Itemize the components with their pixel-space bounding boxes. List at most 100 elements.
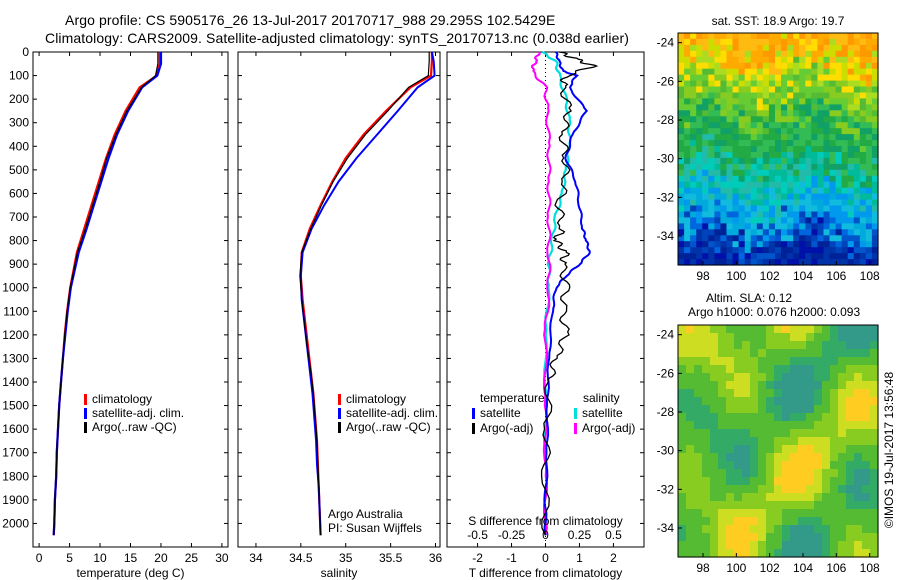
altimetry-sla-map-cell [710, 413, 719, 422]
satellite-sst-map-cell [859, 38, 867, 46]
satellite-sst-map-cell [823, 235, 831, 242]
satellite-sst-map-cell [738, 74, 746, 82]
satellite-sst-map-cell [762, 98, 770, 105]
satellite-sst-map-cell [696, 193, 703, 201]
altimetry-sla-map-cell [734, 397, 743, 406]
satellite-sst-map-cell [690, 74, 697, 82]
satellite-sst-map-cell [793, 247, 800, 254]
satellite-sst-map-cell [871, 217, 879, 224]
satellite-sst-map-cell [805, 44, 812, 52]
altimetry-sla-map-cell [694, 461, 703, 470]
altimetry-sla-map-cell [870, 405, 879, 414]
satellite-sst-map-cell [732, 193, 740, 201]
satellite-sst-map-cell [732, 235, 740, 242]
satellite-sst-map-cell [853, 140, 861, 147]
satellite-sst-map-cell [865, 128, 873, 135]
altimetry-sla-map-cell [774, 341, 783, 350]
altimetry-sla-map-cell [846, 485, 855, 494]
altimetry-sla-map-cell [806, 461, 815, 470]
satellite-sst-map-cell [793, 253, 800, 260]
altimetry-sla-map-cell [806, 469, 815, 478]
satellite-sst-map-cell [823, 116, 831, 123]
altimetry-sla-map-cell [718, 373, 727, 382]
altimetry-sla-map-cell [766, 477, 775, 486]
altimetry-sla-map-cell [782, 477, 791, 486]
satellite-sst-map-cell [793, 44, 800, 52]
altimetry-sla-map-cell [790, 437, 799, 446]
satellite-sst-map-cell [684, 68, 691, 76]
satellite-sst-map-cell [847, 211, 855, 218]
altimetry-sla-map-cell [766, 373, 775, 382]
satellite-sst-map-cell [871, 157, 879, 165]
temperature-axes-box [32, 51, 229, 548]
satellite-sst-map-cell [829, 146, 837, 153]
satellite-sst-map-cell [750, 169, 758, 177]
altimetry-sla-map-cell [782, 445, 791, 454]
satellite-sst-map-cell [799, 38, 806, 46]
altimetry-sla-map-cell [822, 501, 831, 510]
satellite-sst-map-cell [871, 134, 879, 141]
satellite-sst-map-cell [756, 229, 764, 236]
ytick-label: 900 [9, 257, 29, 271]
satellite-sst-map-cell [702, 217, 709, 224]
satellite-sst-map-cell [702, 223, 709, 230]
satellite-sst-map-cell [787, 33, 794, 40]
altimetry-sla-map-cell [806, 325, 815, 334]
satellite-sst-map-cell [768, 199, 776, 207]
satellite-sst-map-cell [720, 80, 728, 88]
satellite-sst-map-cell [744, 199, 752, 207]
altimetry-sla-map-ytick-label: -24 [657, 328, 675, 342]
satellite-sst-map-cell [847, 163, 855, 171]
altimetry-sla-map-cell [726, 333, 735, 342]
satellite-sst-map-cell [684, 134, 691, 141]
satellite-sst-map-cell [708, 259, 715, 266]
altimetry-sla-map-cell [686, 373, 695, 382]
satellite-sst-map-cell [762, 110, 770, 117]
salinity-series-satellite-adj-clim- [299, 51, 436, 536]
satellite-sst-map-cell [750, 199, 758, 207]
satellite-sst-map-cell [684, 181, 691, 189]
satellite-sst-map-cell [696, 169, 703, 177]
satellite-sst-map-cell [750, 92, 758, 99]
satellite-sst-map-cell [811, 205, 818, 212]
altimetry-sla-map-cell [790, 421, 799, 430]
satellite-sst-map-cell [714, 50, 722, 58]
satellite-sst-map-cell [690, 223, 697, 230]
satellite-sst-map-cell [678, 104, 685, 111]
satellite-sst-map-cell [859, 152, 867, 159]
satellite-sst-map-cell [829, 217, 837, 224]
satellite-sst-map-cell [829, 92, 837, 99]
satellite-sst-map-cell [690, 211, 697, 218]
difference-legend-header-temperature: temperature [480, 391, 545, 405]
ytick-label: 800 [9, 234, 29, 248]
satellite-sst-map-cell [714, 104, 722, 111]
satellite-sst-map-cell [708, 193, 715, 201]
satellite-sst-map-cell [865, 157, 873, 165]
satellite-sst-map-cell [762, 38, 770, 46]
satellite-sst-map-cell [678, 68, 685, 76]
satellite-sst-map-cell [714, 217, 722, 224]
satellite-sst-map-cell [859, 229, 867, 236]
satellite-sst-map-cell [714, 146, 722, 153]
altimetry-sla-map-cell [702, 389, 711, 398]
satellite-sst-map-cell [708, 38, 715, 46]
satellite-sst-map-cell [823, 175, 831, 183]
credit-text: Argo Australia [328, 507, 403, 521]
satellite-sst-map-cell [829, 56, 837, 64]
altimetry-sla-map-cell [798, 549, 807, 558]
satellite-sst-map-cell [835, 259, 843, 266]
altimetry-sla-map-cell [758, 373, 767, 382]
altimetry-sla-map-cell [678, 397, 687, 406]
satellite-sst-map-cell [708, 44, 715, 52]
altimetry-sla-map-cell [710, 461, 719, 470]
altimetry-sla-map-cell [694, 341, 703, 350]
satellite-sst-map-cell [768, 175, 776, 183]
altimetry-sla-map-cell [758, 421, 767, 430]
satellite-sst-map-cell [853, 92, 861, 99]
satellite-sst-map-cell [823, 128, 831, 135]
satellite-sst-map-cell [732, 217, 740, 224]
satellite-sst-map-cell [696, 86, 703, 93]
altimetry-sla-map-cell [838, 549, 847, 558]
satellite-sst-map-cell [744, 134, 752, 141]
satellite-sst-map-cell [750, 152, 758, 159]
